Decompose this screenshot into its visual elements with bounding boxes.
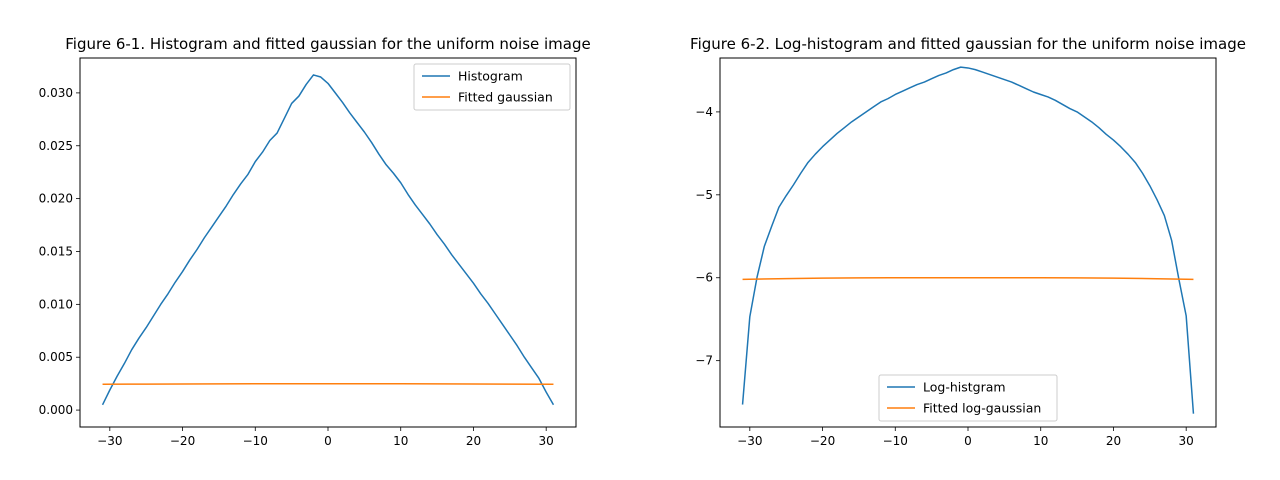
legend-box: [878, 374, 1058, 422]
chart-title: Figure 6-1. Histogram and fitted gaussia…: [65, 35, 590, 53]
y-tick-label: 0.020: [39, 192, 73, 206]
chart-title: Figure 6-2. Log-histogram and fitted gau…: [690, 35, 1246, 53]
y-tick-label: −4: [695, 105, 713, 119]
y-tick-label: 0.010: [39, 297, 73, 311]
x-tick-label: 30: [539, 434, 554, 448]
x-tick-label: 30: [1179, 434, 1194, 448]
x-tick-label: −20: [810, 434, 835, 448]
x-tick-label: 0: [324, 434, 332, 448]
y-tick-label: −5: [695, 188, 713, 202]
y-tick-label: −7: [695, 354, 713, 368]
chart-panel-log-histogram: Figure 6-2. Log-histogram and fitted gau…: [690, 35, 1246, 448]
x-tick-label: 10: [393, 434, 408, 448]
legend: Histogram Fitted gaussian: [413, 63, 571, 111]
x-tick-label: −20: [170, 434, 195, 448]
x-tick-label: 10: [1033, 434, 1048, 448]
series-line-0: [101, 74, 555, 406]
x-tick-label: 20: [1106, 434, 1121, 448]
legend-box: [413, 63, 571, 111]
y-tick-label: 0.000: [39, 403, 73, 417]
y-tick-label: 0.015: [39, 244, 73, 258]
series-line-1: [102, 383, 554, 386]
chart-panel-histogram: Figure 6-1. Histogram and fitted gaussia…: [39, 35, 591, 448]
x-tick-label: 20: [466, 434, 481, 448]
y-tick-label: 0.030: [39, 86, 73, 100]
legend-label: Fitted log-gaussian: [923, 401, 1041, 416]
series-line-1: [742, 276, 1194, 281]
plot-frame: [79, 57, 577, 428]
x-tick-label: −30: [737, 434, 762, 448]
x-tick-label: 0: [964, 434, 972, 448]
y-tick-label: 0.025: [39, 139, 73, 153]
legend: Log-histgram Fitted log-gaussian: [878, 374, 1058, 422]
plot-frame: [719, 57, 1217, 428]
x-tick-label: −10: [243, 434, 268, 448]
y-tick-label: 0.005: [39, 350, 73, 364]
legend-label: Fitted gaussian: [458, 90, 553, 105]
legend-label: Log-histgram: [923, 380, 1006, 395]
legend-label: Histogram: [458, 69, 523, 84]
x-tick-label: −30: [97, 434, 122, 448]
series-line-0: [741, 66, 1195, 414]
x-tick-label: −10: [883, 434, 908, 448]
y-tick-label: −6: [695, 271, 713, 285]
